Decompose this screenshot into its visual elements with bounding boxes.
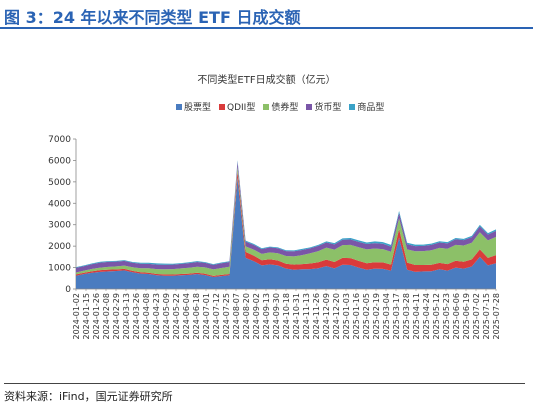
x-tick-label: 2024-04-23 (152, 293, 161, 340)
x-tick-label: 2024-11-26 (312, 293, 321, 340)
y-tick-label: 7000 (48, 135, 71, 145)
x-tick-label: 2025-03-17 (392, 293, 401, 340)
chart-legend: 股票型 QDII型 债券型 货币型 商品型 (176, 100, 384, 113)
y-tick-label: 6000 (48, 156, 71, 166)
x-tick-label: 2025-04-24 (422, 293, 431, 340)
legend-swatch (176, 103, 182, 110)
y-tick-label: 1000 (48, 264, 71, 274)
area-series (76, 177, 496, 289)
chart-title: 不同类型ETF日成交额（亿元） (197, 75, 336, 86)
x-tick-label: 2024-12-09 (322, 293, 331, 340)
x-tick-label: 2024-01-15 (82, 293, 91, 340)
x-tick-label: 2024-08-07 (232, 293, 241, 340)
x-tick-label: 2024-09-30 (272, 293, 281, 340)
x-tick-label: 2024-01-26 (92, 293, 101, 340)
area-series (76, 171, 496, 277)
legend-item: 货币型 (306, 100, 341, 113)
x-tick-label: 2024-02-29 (112, 293, 121, 340)
figure-title: 图 3：24 年以来不同类型 ETF 日成交额 (4, 8, 301, 27)
x-tick-label: 2024-05-09 (162, 293, 171, 340)
x-tick-label: 2024-08-20 (242, 293, 251, 340)
x-tick-label: 2024-06-18 (192, 293, 201, 340)
legend-item: 债券型 (263, 100, 298, 113)
x-tick-label: 2025-03-28 (402, 293, 411, 340)
legend-swatch (306, 103, 313, 110)
x-tick-label: 2025-05-12 (432, 293, 441, 340)
title-divider (0, 27, 533, 29)
x-tick-label: 2024-09-13 (262, 293, 271, 340)
x-tick-label: 2025-07-15 (482, 293, 491, 340)
x-tick-label: 2024-01-02 (72, 293, 81, 340)
x-tick-label: 2024-06-04 (182, 293, 191, 340)
x-tick-label: 2025-05-23 (442, 293, 451, 340)
x-tick-label: 2025-01-03 (342, 293, 351, 340)
source-divider (4, 383, 525, 384)
x-tick-label: 2024-04-08 (142, 293, 151, 340)
x-tick-label: 2025-03-04 (382, 293, 391, 340)
x-tick-label: 2025-02-19 (372, 293, 381, 340)
source-note: 资料来源：iFind，国元证券研究所 (4, 390, 173, 403)
x-tick-label: 2025-06-06 (452, 293, 461, 340)
legend-swatch (219, 103, 226, 110)
x-tick-label: 2025-04-11 (412, 293, 421, 340)
legend-label: 货币型 (314, 103, 342, 113)
y-tick-label: 5000 (48, 178, 71, 188)
legend-swatch (263, 103, 270, 110)
x-tick-label: 2025-02-05 (362, 293, 371, 340)
x-tick-label: 2024-05-22 (172, 293, 181, 340)
x-tick-label: 2024-07-25 (222, 293, 231, 340)
x-tick-label: 2024-09-02 (252, 293, 261, 340)
x-tick-label: 2024-07-01 (202, 293, 211, 340)
x-tick-label: 2024-12-20 (332, 293, 341, 340)
legend-label: 商品型 (357, 103, 385, 113)
x-tick-label: 2024-07-12 (212, 293, 221, 340)
x-tick-label: 2024-03-13 (122, 293, 131, 340)
legend-label: QDII型 (227, 103, 256, 113)
x-tick-label: 2024-10-31 (292, 293, 301, 340)
y-tick-label: 2000 (48, 242, 71, 252)
x-tick-label: 2024-03-26 (132, 293, 141, 340)
x-tick-label: 2025-06-19 (462, 293, 471, 340)
area-series (76, 166, 496, 276)
y-tick-label: 3000 (48, 221, 71, 231)
y-tick-label: 4000 (48, 199, 71, 209)
y-tick-label: 0 (65, 285, 71, 295)
legend-item: 股票型 (176, 100, 211, 113)
x-tick-label: 2024-10-18 (282, 293, 291, 340)
legend-label: 股票型 (184, 103, 212, 113)
x-tick-label: 2024-11-13 (302, 293, 311, 340)
x-tick-label: 2025-07-28 (492, 293, 501, 340)
legend-item: 商品型 (349, 100, 384, 113)
x-tick-label: 2025-07-02 (472, 293, 481, 340)
legend-item: QDII型 (219, 100, 255, 113)
legend-swatch (349, 103, 356, 110)
legend-label: 债券型 (271, 103, 299, 113)
x-tick-label: 2024-02-08 (102, 293, 111, 340)
x-tick-label: 2025-01-16 (352, 293, 361, 340)
